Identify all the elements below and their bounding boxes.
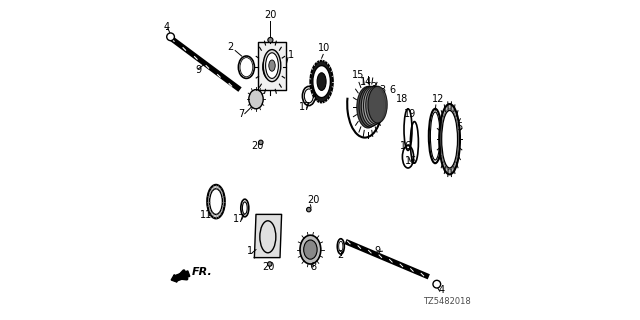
Ellipse shape bbox=[210, 189, 223, 214]
Ellipse shape bbox=[361, 86, 383, 126]
Circle shape bbox=[307, 207, 311, 212]
Text: 1: 1 bbox=[288, 50, 294, 60]
Text: 5: 5 bbox=[456, 122, 462, 132]
Text: 15: 15 bbox=[352, 70, 365, 80]
Text: 16: 16 bbox=[405, 156, 417, 166]
Circle shape bbox=[433, 280, 440, 288]
Text: 3: 3 bbox=[380, 85, 385, 95]
Text: 7: 7 bbox=[239, 109, 244, 119]
FancyArrow shape bbox=[172, 271, 190, 282]
Ellipse shape bbox=[300, 235, 321, 264]
Text: 2: 2 bbox=[227, 42, 234, 52]
Ellipse shape bbox=[366, 86, 385, 124]
Text: 9: 9 bbox=[374, 246, 381, 256]
Text: 1: 1 bbox=[246, 246, 253, 256]
Text: FR.: FR. bbox=[192, 267, 212, 277]
Ellipse shape bbox=[359, 86, 381, 127]
Ellipse shape bbox=[313, 66, 330, 98]
Circle shape bbox=[166, 33, 174, 41]
Ellipse shape bbox=[263, 50, 281, 82]
Text: 4: 4 bbox=[438, 285, 445, 295]
Circle shape bbox=[259, 140, 263, 145]
Text: 20: 20 bbox=[264, 10, 276, 20]
Text: 13: 13 bbox=[365, 82, 378, 92]
Text: 6: 6 bbox=[389, 85, 395, 95]
Ellipse shape bbox=[269, 60, 275, 71]
Text: 17: 17 bbox=[299, 102, 311, 112]
Ellipse shape bbox=[442, 110, 458, 168]
Text: 12: 12 bbox=[432, 94, 445, 104]
Text: 14: 14 bbox=[360, 77, 372, 87]
Text: 20: 20 bbox=[307, 195, 320, 205]
Ellipse shape bbox=[249, 90, 263, 109]
Ellipse shape bbox=[364, 86, 384, 125]
Text: 17: 17 bbox=[233, 214, 245, 224]
Text: 8: 8 bbox=[310, 262, 316, 272]
Text: 10: 10 bbox=[317, 43, 330, 53]
Ellipse shape bbox=[303, 240, 317, 259]
Text: 9: 9 bbox=[195, 65, 202, 76]
Polygon shape bbox=[258, 42, 287, 90]
Text: 19: 19 bbox=[403, 109, 416, 119]
Ellipse shape bbox=[357, 86, 380, 128]
Circle shape bbox=[268, 37, 273, 43]
Text: 20: 20 bbox=[262, 262, 275, 272]
Ellipse shape bbox=[207, 185, 225, 219]
Text: 18: 18 bbox=[396, 94, 408, 104]
Text: 16: 16 bbox=[400, 141, 413, 151]
Circle shape bbox=[268, 262, 272, 266]
Text: 20: 20 bbox=[252, 141, 264, 151]
Ellipse shape bbox=[310, 61, 333, 102]
Ellipse shape bbox=[368, 86, 387, 123]
Text: 11: 11 bbox=[200, 210, 212, 220]
Ellipse shape bbox=[266, 53, 278, 78]
Polygon shape bbox=[254, 214, 282, 258]
Text: 2: 2 bbox=[338, 250, 344, 260]
Ellipse shape bbox=[439, 104, 460, 174]
Text: TZ5482018: TZ5482018 bbox=[422, 297, 470, 306]
Text: 4: 4 bbox=[163, 22, 170, 32]
Ellipse shape bbox=[317, 73, 326, 91]
